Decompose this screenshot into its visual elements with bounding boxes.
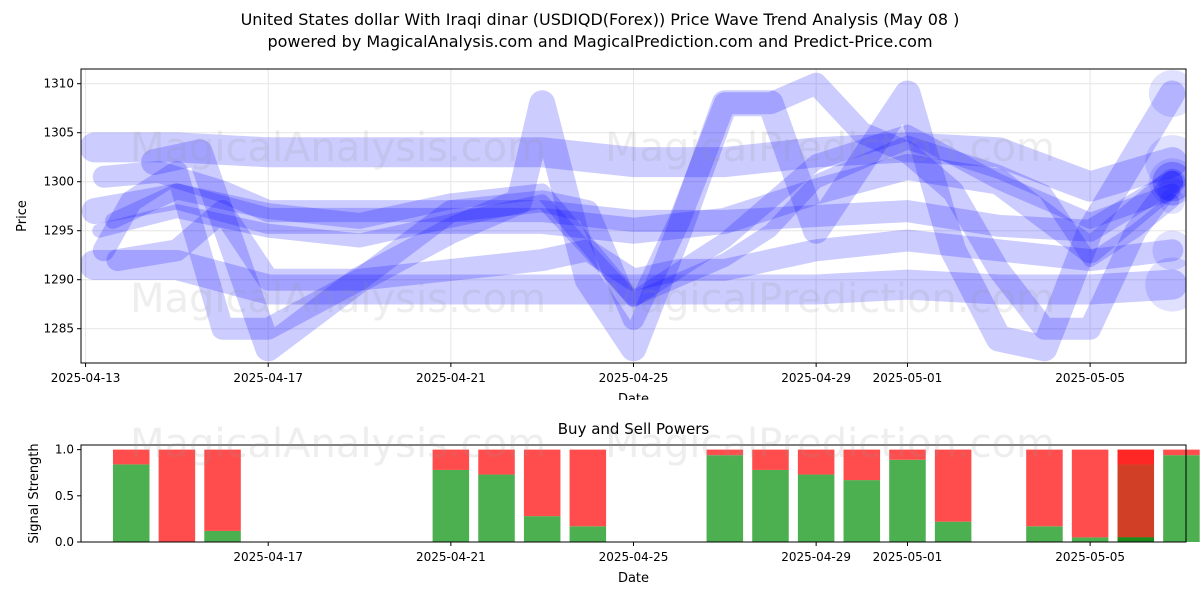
wave-endpoint-9 [1159, 188, 1185, 214]
power-x-tick-label: 2025-04-17 [233, 550, 303, 564]
watermark-magical-analysis-2: MagicalAnalysis.com [130, 276, 547, 322]
wave-endpoint-6 [1148, 70, 1186, 117]
wave-line-2 [81, 250, 1186, 305]
buy-bar [843, 480, 881, 542]
wave-line-6 [141, 80, 1186, 362]
wave-endpoint-7 [1152, 161, 1186, 202]
overlay-buy-bar [1117, 537, 1155, 542]
wave-line-1 [81, 132, 1186, 202]
power-y-axis-label: Signal Strength [27, 443, 42, 543]
wave-endpoint-4 [1148, 158, 1186, 206]
watermark-magical-prediction-2: MagicalPrediction.com [605, 276, 1055, 322]
power-y-tick-label: 1.0 [55, 443, 74, 457]
x-tick-label: 2025-04-17 [233, 371, 303, 385]
buy-bar [569, 526, 607, 542]
x-tick-label: 2025-04-25 [599, 371, 669, 385]
wave-endpoint-5 [1152, 230, 1186, 271]
wave-line-7 [92, 72, 1184, 340]
power-x-tick-label: 2025-04-21 [416, 550, 486, 564]
buy-bar [204, 530, 241, 542]
overlay-sell-bar [1117, 449, 1155, 538]
y-tick-label: 1305 [43, 126, 74, 140]
buy-bar [112, 464, 150, 542]
buy-bar [523, 516, 561, 542]
power-y-tick-label: 0.5 [55, 489, 74, 503]
buy-bar [1071, 537, 1109, 542]
x-tick-label: 2025-04-29 [781, 371, 851, 385]
x-tick-label: 2025-05-05 [1055, 371, 1125, 385]
watermark-magical-prediction-3: MagicalPrediction.com [605, 421, 1055, 467]
y-tick-label: 1295 [43, 224, 74, 238]
x-tick-label: 2025-04-13 [51, 371, 121, 385]
power-y-tick-label: 0.0 [55, 535, 74, 549]
power-chart-title: Buy and Sell Powers [558, 420, 710, 438]
x-tick-label: 2025-04-21 [416, 371, 486, 385]
wave-endpoint-2 [1145, 257, 1186, 312]
sell-bar [934, 449, 972, 522]
sell-bar [797, 449, 835, 475]
y-tick-label: 1300 [43, 175, 74, 189]
sell-bar [478, 449, 515, 475]
buy-bar [1026, 526, 1063, 542]
sell-bar [158, 449, 196, 542]
price-wave-chart: 1285 1290 1295 1300 1305 1310 2025-04-13 2025-0… [15, 68, 1187, 400]
watermark-magical-analysis-3: MagicalAnalysis.com [130, 421, 547, 467]
buy-bar [752, 469, 789, 542]
power-x-tick-label: 2025-05-05 [1055, 550, 1125, 564]
x-tick-label: 2025-05-01 [873, 371, 943, 385]
wave-series-group [81, 70, 1186, 362]
price-plot-frame [80, 68, 1187, 364]
y-tick-label: 1285 [43, 322, 74, 336]
watermark-magical-prediction: MagicalPrediction.com [605, 125, 1055, 171]
buy-sell-power-chart: Buy and Sell Powers 0.0 0.5 1.0 2025-04-17 20… [27, 420, 1200, 586]
sell-bar [1026, 449, 1063, 527]
buy-bar [706, 455, 744, 542]
watermark-magical-analysis: MagicalAnalysis.com [130, 125, 547, 171]
y-axis-label: Price [15, 200, 30, 232]
buy-bar [478, 474, 515, 542]
sell-bar [112, 449, 150, 465]
sell-bar [889, 449, 926, 460]
sell-bar [1071, 449, 1109, 538]
chart-title-line-2: powered by MagicalAnalysis.com and Magic… [267, 32, 933, 51]
power-x-axis-label: Date [618, 571, 649, 586]
sell-bar [523, 449, 561, 517]
power-x-tick-label: 2025-04-29 [781, 550, 851, 564]
sell-bar [432, 449, 470, 470]
wave-endpoint-3 [1152, 161, 1186, 202]
power-x-tick-label: 2025-05-01 [873, 550, 943, 564]
buy-bar [797, 474, 835, 542]
buy-bar [432, 469, 470, 542]
buy-bar [889, 459, 926, 542]
sell-bar [843, 449, 881, 481]
wave-endpoint-8 [1157, 177, 1186, 206]
wave-line-5 [106, 200, 1184, 291]
sell-bar [569, 449, 607, 527]
buy-bar [1163, 455, 1200, 542]
y-tick-label: 1310 [43, 77, 74, 91]
power-plot-frame [80, 444, 1187, 543]
x-axis-label: Date [618, 392, 649, 400]
sell-bar [1163, 449, 1200, 456]
wave-line-3 [92, 160, 1184, 242]
wave-line-4 [81, 154, 1186, 264]
power-x-tick-label: 2025-04-25 [599, 550, 669, 564]
chart-title-line-1: United States dollar With Iraqi dinar (U… [240, 10, 960, 29]
sell-bar [204, 449, 241, 531]
buy-bar [934, 521, 972, 542]
wave-endpoint-1 [1145, 135, 1186, 190]
wave-line-8 [105, 124, 1181, 308]
sell-bar [752, 449, 789, 470]
y-tick-label: 1290 [43, 273, 74, 287]
sell-bar [706, 449, 744, 456]
wave-line-9 [92, 135, 1180, 307]
